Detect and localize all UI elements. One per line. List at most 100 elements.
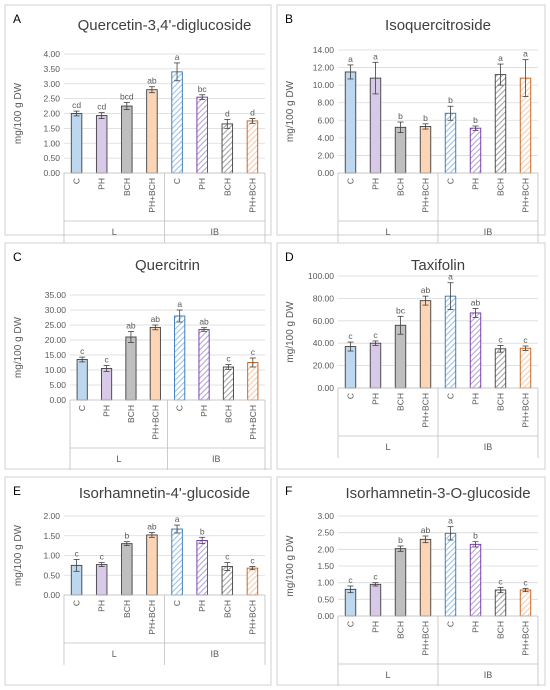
x-tick-label: PH+BCH <box>521 178 531 213</box>
y-tick-label: 1.00 <box>43 551 60 561</box>
x-tick-label: C <box>72 178 82 184</box>
significance-letter: c <box>373 572 378 582</box>
bar-ib-bch <box>494 348 507 389</box>
y-tick-label: 3.00 <box>317 511 334 521</box>
x-tick-label: PH+BCH <box>248 405 258 440</box>
y-axis-label: mg/100 g DW <box>13 524 24 586</box>
panel-letter: A <box>13 12 21 26</box>
bar-ib-c <box>171 528 183 596</box>
x-tick-label: PH+BCH <box>150 405 160 440</box>
bar-l-ph-bch <box>419 125 432 174</box>
bar-l-ph-bch <box>419 300 432 389</box>
x-tick-label: PH <box>197 178 207 190</box>
significance-letter: a <box>448 272 453 282</box>
group-label: L <box>385 670 390 680</box>
panel-frame <box>4 242 272 470</box>
y-tick-label: 25.00 <box>45 320 67 330</box>
y-tick-label: 8.00 <box>317 98 334 108</box>
group-label: IB <box>210 649 219 659</box>
significance-letter: c <box>373 330 378 340</box>
y-tick-label: 0.00 <box>317 611 334 621</box>
x-tick-label: PH <box>97 600 107 612</box>
x-tick-label: PH+BCH <box>147 600 157 635</box>
y-tick-label: 2.00 <box>317 544 334 554</box>
significance-letter: ab <box>147 522 157 532</box>
bar-ib-ph-bch <box>519 347 532 389</box>
x-tick-label: C <box>172 600 182 606</box>
significance-letter: b <box>448 95 453 105</box>
x-tick-label: PH <box>471 393 481 405</box>
significance-letter: b <box>423 113 428 123</box>
y-tick-label: 2.50 <box>317 528 334 538</box>
significance-letter: c <box>348 331 353 341</box>
x-tick-label: PH+BCH <box>421 393 431 428</box>
significance-letter: a <box>373 51 378 61</box>
bar-ib-ph <box>198 329 210 401</box>
y-tick-label: 4.00 <box>317 133 334 143</box>
bar-ib-ph-bch <box>246 120 259 174</box>
y-axis-label: mg/100 g DW <box>285 301 296 363</box>
significance-letter: ab <box>126 321 136 331</box>
chart-panel-b: B Isoquercitroside 0.00 2.00 4.00 6.00 8.00 10.… <box>276 4 546 243</box>
panel-letter: E <box>13 484 21 498</box>
significance-letter: ab <box>421 285 431 295</box>
group-label: L <box>116 454 121 464</box>
group-label: IB <box>484 227 493 237</box>
y-tick-label: 10.00 <box>313 80 335 90</box>
group-label: IB <box>484 442 493 452</box>
significance-letter: a <box>448 516 453 526</box>
y-tick-label: 1.50 <box>43 531 60 541</box>
y-tick-label: 0.00 <box>317 383 334 393</box>
y-tick-label: 30.00 <box>45 305 67 315</box>
group-label: IB <box>212 454 221 464</box>
bar-l-ph-bch <box>146 89 158 174</box>
significance-letter: c <box>250 556 255 566</box>
x-tick-label: BCH <box>496 621 506 639</box>
chart-panel-a: A Quercetin-3,4'-diglucoside 0.00 0.50 1.00 1… <box>4 4 272 243</box>
panel-frame <box>4 4 272 236</box>
bar-ib-ph-bch <box>519 589 532 617</box>
x-tick-label: PH+BCH <box>521 393 531 428</box>
x-tick-label: PH+BCH <box>421 178 431 213</box>
significance-letter: c <box>523 335 528 345</box>
significance-letter: ab <box>199 317 209 327</box>
bar-l-ph-bch <box>146 534 158 596</box>
x-tick-label: PH+BCH <box>247 178 257 213</box>
bar-ib-ph <box>469 543 482 617</box>
y-tick-label: 3.00 <box>43 79 60 89</box>
x-tick-label: PH <box>199 405 209 417</box>
bar-l-bch <box>125 336 137 401</box>
y-tick-label: 20.00 <box>45 335 67 345</box>
group-label: L <box>385 442 390 452</box>
significance-letter: a <box>175 514 180 524</box>
x-tick-label: BCH <box>126 405 136 423</box>
x-tick-label: C <box>346 393 356 399</box>
bar-ib-ph-bch <box>246 567 259 596</box>
significance-letter: c <box>498 576 503 586</box>
bar-l-ph <box>95 564 108 596</box>
x-tick-label: C <box>346 621 356 627</box>
significance-letter: c <box>498 334 503 344</box>
y-axis-label: mg/100 g DW <box>285 80 296 142</box>
significance-letter: c <box>348 575 353 585</box>
x-tick-label: PH+BCH <box>247 600 257 635</box>
x-tick-label: BCH <box>396 621 406 639</box>
x-tick-label: PH+BCH <box>421 621 431 656</box>
y-tick-label: 0.00 <box>49 395 66 405</box>
significance-letter: c <box>104 355 109 365</box>
chart-panel-c: C Quercitrin 0.00 5.00 10.00 15.00 20.00 25.00 3… <box>4 242 272 470</box>
bar-ib-ph <box>469 127 482 174</box>
significance-letter: b <box>473 531 478 541</box>
y-tick-label: 20.00 <box>313 361 335 371</box>
x-tick-label: PH <box>197 600 207 612</box>
bar-l-bch <box>121 105 133 174</box>
y-axis-label: mg/100 g DW <box>13 82 24 144</box>
bar-l-ph-bch <box>419 538 432 617</box>
bar-l-c <box>70 113 83 174</box>
significance-letter: ab <box>471 297 481 307</box>
x-tick-label: PH <box>102 405 112 417</box>
panel-letter: C <box>13 250 22 264</box>
y-tick-label: 0.50 <box>317 594 334 604</box>
bar-l-ph <box>95 115 108 174</box>
